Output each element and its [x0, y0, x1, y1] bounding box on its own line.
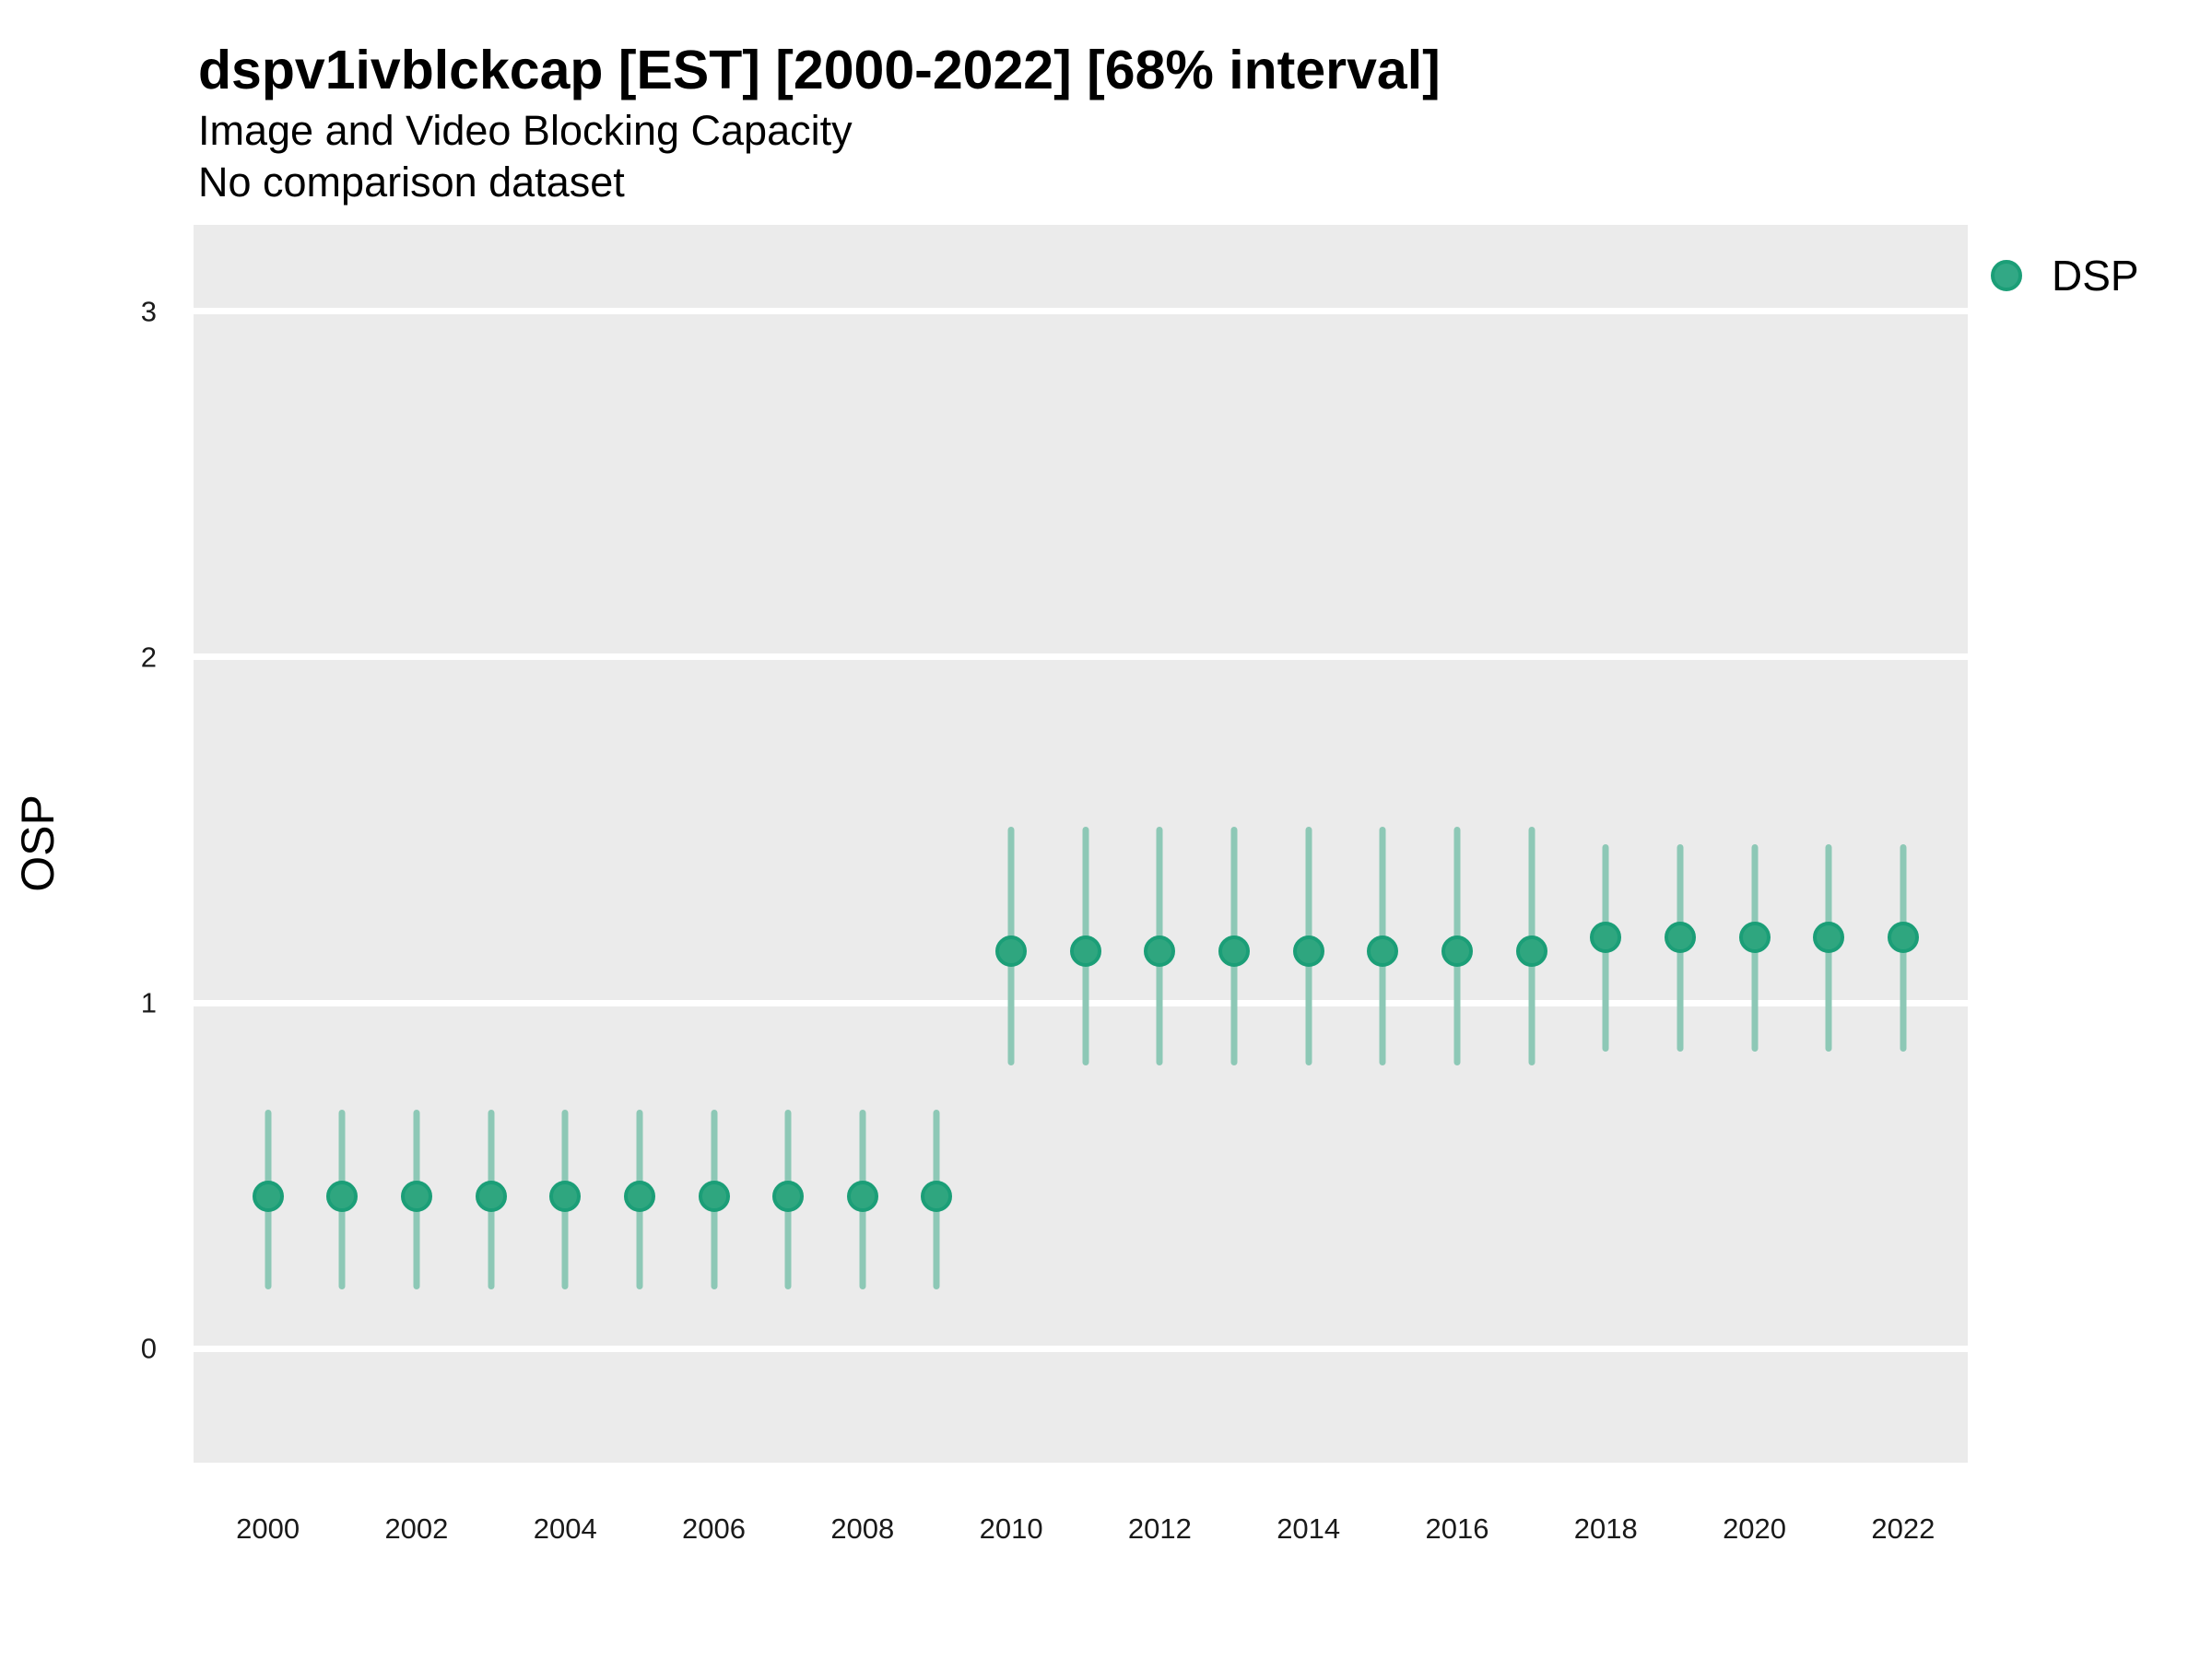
data-point-2005: [623, 1181, 655, 1213]
chart-note: No comparison dataset: [198, 159, 625, 206]
data-point-2012: [1144, 935, 1176, 967]
legend-label: DSP: [2052, 252, 2139, 300]
data-point-2013: [1218, 935, 1251, 967]
x-tick-label-2006: 2006: [682, 1512, 746, 1545]
gridline-y-1: [194, 999, 1968, 1006]
gridline-y-2: [194, 653, 1968, 661]
data-point-2002: [400, 1181, 432, 1213]
x-tick-label-2014: 2014: [1277, 1512, 1341, 1545]
data-point-2008: [846, 1181, 878, 1213]
data-point-2009: [921, 1181, 953, 1213]
x-tick-label-2012: 2012: [1127, 1512, 1192, 1545]
data-point-2022: [1887, 921, 1919, 953]
x-tick-label-2010: 2010: [979, 1512, 1043, 1545]
data-point-2007: [772, 1181, 805, 1213]
data-point-2018: [1590, 921, 1622, 953]
data-point-2015: [1367, 935, 1399, 967]
x-tick-label-2000: 2000: [236, 1512, 300, 1545]
data-point-2019: [1664, 921, 1696, 953]
legend: DSP: [1991, 254, 2139, 297]
data-point-2021: [1813, 921, 1845, 953]
data-point-2020: [1738, 921, 1771, 953]
data-point-2011: [1069, 935, 1101, 967]
data-point-2016: [1441, 935, 1473, 967]
data-point-2004: [549, 1181, 582, 1213]
y-axis-title: OSP: [12, 794, 64, 892]
data-point-2006: [698, 1181, 730, 1213]
gridline-y-3: [194, 308, 1968, 315]
gridline-y-0: [194, 1345, 1968, 1352]
y-tick-label-2: 2: [140, 641, 157, 674]
data-point-2003: [475, 1181, 507, 1213]
data-point-2014: [1292, 935, 1324, 967]
plot-panel: [194, 225, 1968, 1463]
y-tick-label-1: 1: [140, 986, 157, 1019]
data-point-2000: [252, 1181, 284, 1213]
x-tick-label-2008: 2008: [830, 1512, 895, 1545]
x-tick-label-2016: 2016: [1425, 1512, 1489, 1545]
chart-title: dspv1ivblckcap [EST] [2000-2022] [68% in…: [198, 40, 1441, 100]
data-point-2010: [995, 935, 1028, 967]
data-point-2017: [1515, 935, 1547, 967]
data-point-2001: [326, 1181, 359, 1213]
x-tick-label-2002: 2002: [384, 1512, 449, 1545]
x-tick-label-2020: 2020: [1723, 1512, 1787, 1545]
legend-dot-icon: [1991, 260, 2022, 291]
y-tick-label-0: 0: [140, 1332, 157, 1365]
x-tick-label-2022: 2022: [1871, 1512, 1936, 1545]
x-tick-label-2018: 2018: [1573, 1512, 1638, 1545]
x-tick-label-2004: 2004: [533, 1512, 597, 1545]
y-tick-label-3: 3: [140, 295, 157, 328]
chart-subtitle: Image and Video Blocking Capacity: [198, 107, 853, 154]
